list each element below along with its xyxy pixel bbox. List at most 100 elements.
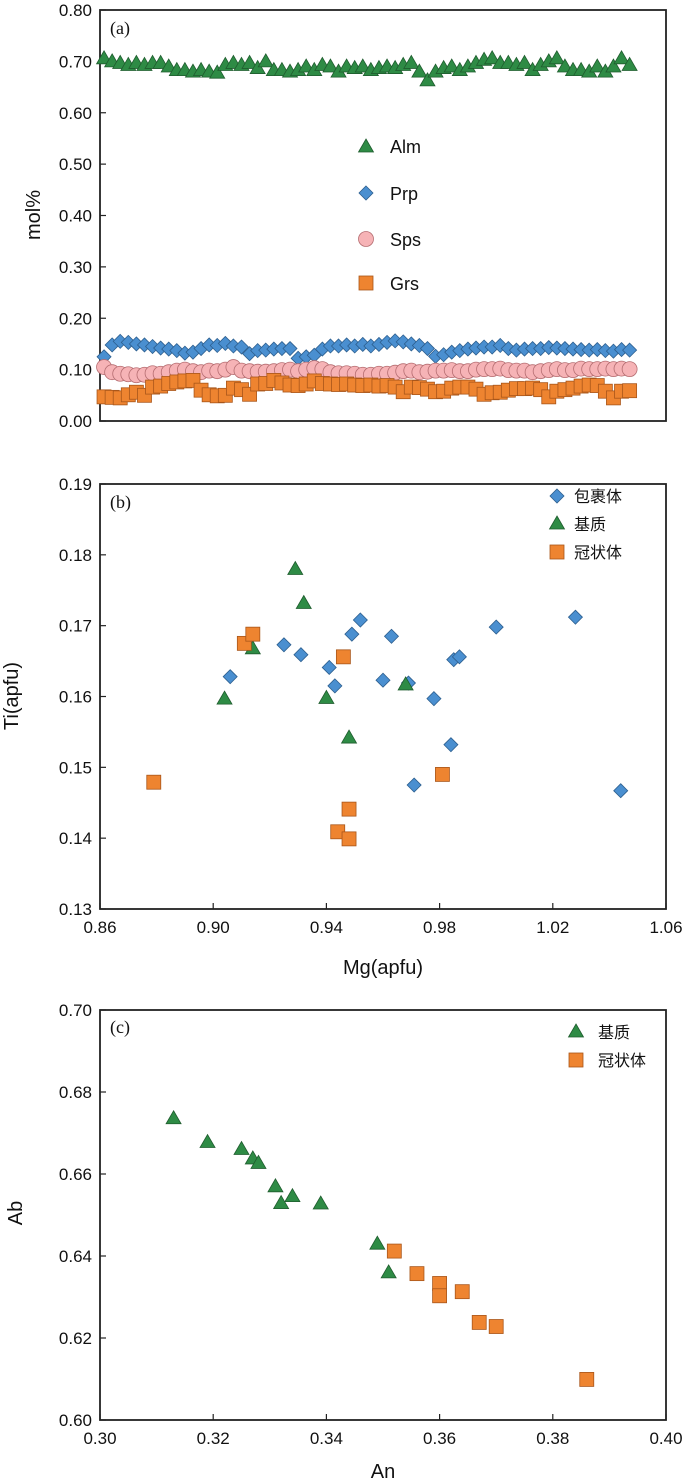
legend-label: 基质 (574, 515, 606, 534)
x-tick-label: 0.38 (536, 1429, 569, 1448)
y-tick-label: 0.13 (59, 900, 92, 919)
data-point-inclusion (352, 612, 368, 628)
x-tick-label: 0.40 (649, 1429, 682, 1448)
axis-ticks: 0.13 0.14 0.15 0.16 0.17 0.18 0.19 0.86 0.90 0.94… (59, 475, 683, 937)
data-point-corona (341, 831, 357, 847)
data-point-alm (411, 63, 428, 78)
data-point-matrix (199, 1133, 216, 1148)
x-tick-label: 0.90 (197, 918, 230, 937)
data-point-matrix (216, 690, 233, 705)
x-axis-title: Mg(apfu) (343, 957, 423, 979)
data-point-alm (613, 49, 630, 65)
panel-c: (c) 0.60 0.62 0.64 0.66 0.68 0.70 0.30 0.32 0.34… (5, 1001, 683, 1480)
y-tick-label: 0.15 (59, 758, 92, 777)
y-tick-label: 0.60 (59, 1411, 92, 1430)
y-tick-label: 0.30 (59, 258, 92, 277)
data-points (146, 560, 629, 847)
data-point-alm (152, 54, 169, 69)
axis-ticks: 0.60 0.62 0.64 0.66 0.68 0.70 0.30 0.32 0.34 0.36… (59, 1001, 683, 1448)
legend-item-prp: Prp (358, 184, 418, 204)
panel-b: (b) 0.13 0.14 0.15 0.16 0.17 0.18 0.19 0.86 0.90… (1, 475, 683, 979)
x-tick-label: 0.98 (423, 918, 456, 937)
data-point-inclusion (375, 672, 391, 688)
panel-label: (b) (110, 492, 131, 513)
data-point-matrix (340, 729, 358, 744)
data-point-matrix (267, 1177, 284, 1193)
data-point-matrix (250, 1154, 267, 1169)
y-tick-label: 0.00 (59, 412, 92, 431)
legend-item-grs: Grs (358, 274, 419, 294)
data-point-matrix (287, 560, 304, 575)
data-point-matrix (380, 1264, 397, 1279)
panel-label: (c) (110, 1017, 130, 1038)
data-point-corona (579, 1372, 595, 1387)
legend-marker-square (358, 275, 374, 291)
data-point-alm (621, 56, 638, 71)
data-points (95, 49, 638, 406)
data-point-matrix (369, 1235, 386, 1250)
legend-item-corona: 冠状体 (568, 1051, 646, 1070)
data-point-corona (454, 1284, 470, 1300)
x-tick-label: 0.94 (310, 918, 343, 937)
y-tick-label: 0.50 (59, 155, 92, 174)
data-point-corona (471, 1315, 487, 1330)
y-tick-label: 0.60 (59, 104, 92, 123)
legend: 包裹体 基质 冠状体 (548, 487, 622, 562)
data-point-grs (622, 383, 638, 399)
legend-item-matrix: 基质 (567, 1023, 630, 1042)
plot-frame (99, 1009, 667, 1421)
data-point-inclusion (613, 783, 629, 799)
data-point-inclusion (426, 691, 442, 707)
data-point-matrix (397, 676, 414, 691)
legend-marker-square (549, 544, 565, 560)
legend-marker-triangle (548, 515, 566, 530)
legend-label: Grs (390, 274, 419, 294)
x-tick-label: 0.86 (83, 918, 116, 937)
data-point-inclusion (321, 659, 337, 676)
legend-label: Sps (390, 230, 421, 250)
x-tick-label: 1.02 (536, 918, 569, 937)
data-point-corona (435, 767, 450, 782)
data-point-matrix (312, 1195, 329, 1210)
data-point-corona (432, 1276, 448, 1291)
data-point-matrix (233, 1140, 250, 1155)
data-point-corona (432, 1288, 448, 1304)
data-point-corona (386, 1243, 402, 1259)
data-point-sps (621, 361, 638, 378)
data-point-matrix (284, 1187, 301, 1203)
data-point-alm (419, 72, 436, 87)
data-point-matrix (295, 594, 312, 609)
legend-label: 冠状体 (574, 543, 622, 562)
x-tick-label: 0.32 (197, 1429, 230, 1448)
y-tick-label: 0.80 (59, 1, 92, 20)
y-tick-label: 0.70 (59, 52, 92, 71)
legend: Alm Prp Sps Grs (357, 137, 421, 294)
plot-frame (99, 483, 667, 910)
data-point-inclusion (488, 619, 504, 635)
y-ticks: 0.00 0.10 0.20 0.30 0.40 0.50 0.60 0.70 0.80 (59, 1, 106, 431)
data-point-matrix (318, 689, 335, 704)
y-axis-title: Ti(apfu) (1, 662, 23, 730)
y-tick-label: 0.20 (59, 309, 92, 328)
data-point-inclusion (293, 647, 309, 663)
legend-marker-diamond (549, 488, 565, 504)
y-tick-label: 0.14 (59, 829, 92, 848)
data-point-inclusion (567, 609, 584, 625)
legend-item-inclusion: 包裹体 (549, 487, 622, 506)
data-point-prp (282, 340, 298, 357)
y-tick-label: 0.68 (59, 1083, 92, 1102)
x-tick-label: 0.30 (83, 1429, 116, 1448)
y-tick-label: 0.66 (59, 1165, 92, 1184)
legend-item-sps: Sps (358, 230, 421, 250)
data-point-alm (516, 54, 533, 69)
y-tick-label: 0.18 (59, 546, 92, 565)
legend-label: 冠状体 (598, 1051, 646, 1070)
data-point-corona (146, 774, 162, 790)
y-tick-label: 0.64 (59, 1247, 92, 1266)
data-point-alm (297, 58, 315, 73)
data-point-prp (233, 339, 250, 355)
data-point-matrix (165, 1109, 182, 1125)
data-point-corona (341, 801, 357, 817)
data-point-alm (160, 58, 177, 73)
